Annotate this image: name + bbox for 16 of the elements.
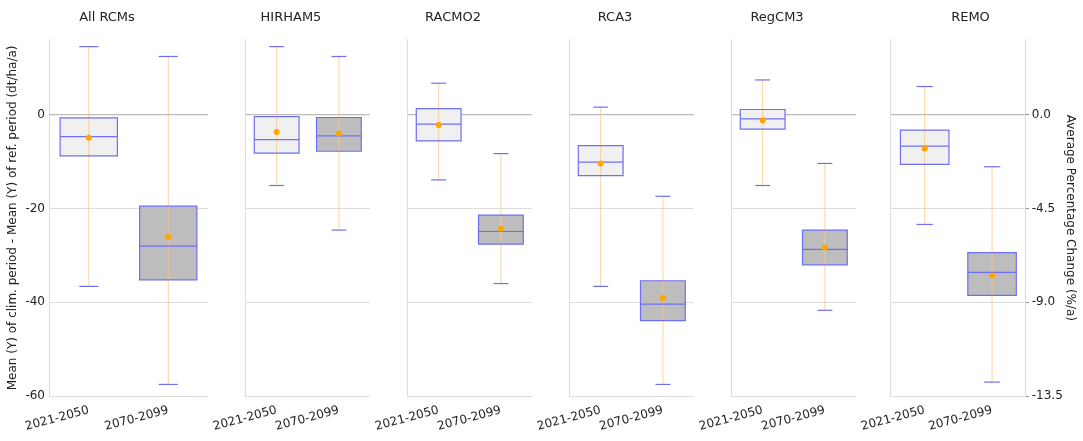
- y-tick-label: -40: [25, 294, 45, 309]
- chart-title: RACMO2: [425, 9, 481, 25]
- text: -4.5: [1031, 200, 1056, 215]
- chart-title: All RCMs: [79, 9, 136, 25]
- chart-title: RCA3: [597, 9, 633, 25]
- text: 0.0: [1031, 106, 1051, 121]
- chart-title: HIRHAM5: [260, 9, 322, 25]
- text: -13.5: [1031, 388, 1063, 403]
- chart-title: REMO: [951, 9, 990, 25]
- chart-title: RegCM3: [750, 9, 804, 25]
- y-tick-label: -60: [25, 388, 45, 403]
- text: -9.0: [1031, 294, 1056, 309]
- y-tick-label: -20: [25, 200, 45, 215]
- y-tick-label: 0: [37, 106, 45, 121]
- y-axis-title: Mean (Y) of clim. period - Mean (Y) of ref. period (dt/ha/a): [5, 45, 20, 391]
- y2-axis-title: Average Percentage Change (%/a): [1063, 114, 1078, 322]
